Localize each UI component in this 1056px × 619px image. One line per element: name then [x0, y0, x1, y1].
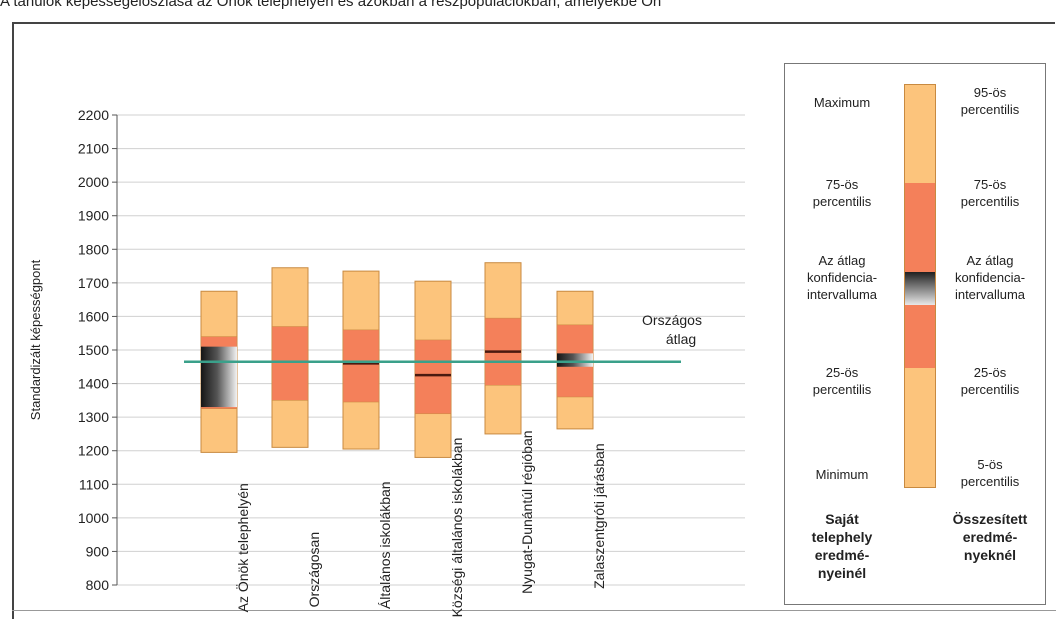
page-title: A tanulók képességeloszlása az Önök tele…	[0, 0, 662, 10]
category-label: Általános iskolákban	[377, 481, 393, 609]
box-confidence-interval	[557, 353, 593, 367]
national-average-label: átlag	[666, 331, 696, 347]
category-label: Zalaszentgróti járásban	[591, 443, 607, 589]
legend-right-p95: 95-ös percentilis	[960, 85, 1020, 117]
y-tick-label: 1000	[78, 510, 109, 526]
y-tick-label: 2000	[78, 174, 109, 190]
legend-right-ci: Az átlag konfidencia-intervalluma	[954, 253, 1026, 302]
category-label: Községi általános iskolákban	[449, 438, 465, 618]
legend-right-p25: 25-ös percentilis	[960, 365, 1020, 397]
y-tick-label: 800	[86, 577, 110, 593]
y-tick-label: 1700	[78, 275, 109, 291]
y-tick-label: 1800	[78, 241, 109, 257]
y-tick-label: 1400	[78, 376, 109, 392]
y-tick-label: 1600	[78, 308, 109, 324]
box-inner	[342, 329, 380, 403]
legend-right-p5: 5-ös percentilis	[960, 457, 1020, 489]
box-inner	[414, 339, 452, 415]
legend-minimum: Minimum	[815, 467, 869, 482]
y-tick-label: 1500	[78, 342, 109, 358]
category-label: Nyugat-Dunántúl régióban	[519, 430, 535, 593]
legend-left-ci: Az átlag konfidencia-intervalluma	[806, 253, 878, 302]
y-tick-label: 1100	[79, 476, 109, 492]
category-label: Országosan	[306, 532, 322, 607]
y-tick-label: 2100	[78, 141, 109, 157]
legend-right-p75: 75-ös percentilis	[960, 177, 1020, 209]
box-confidence-interval	[201, 346, 237, 408]
legend-maximum: Maximum	[813, 95, 871, 110]
chart-frame	[12, 22, 1055, 619]
legend-color-bar	[904, 84, 936, 488]
y-tick-label: 1300	[78, 409, 109, 425]
y-tick-label: 900	[86, 543, 110, 559]
national-average-label: Országos	[642, 312, 702, 328]
legend-right-caption: Összesített eredmé-nyeknél	[952, 511, 1028, 563]
y-tick-label: 1200	[78, 443, 109, 459]
box-inner	[271, 326, 309, 401]
legend: Maximum 75-ös percentilis Az átlag konfide…	[784, 63, 1046, 605]
y-tick-label: 2200	[78, 107, 109, 123]
y-axis-label: Standardizált képességpont	[28, 259, 43, 420]
legend-left-p75: 75-ös percentilis	[812, 177, 872, 209]
legend-left-caption: Saját telephely eredmé-nyeinél	[811, 511, 873, 581]
y-tick-label: 1900	[78, 208, 109, 224]
frame-bottom-line	[12, 610, 1056, 611]
category-label: Az Önök telephelyén	[234, 483, 251, 612]
legend-left-p25: 25-ös percentilis	[812, 365, 872, 397]
